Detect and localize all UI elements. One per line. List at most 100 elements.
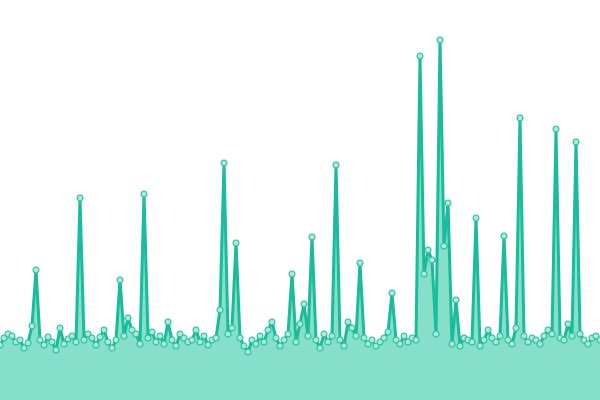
data-point: [252, 340, 260, 348]
data-point: [540, 332, 548, 340]
data-point: [128, 326, 136, 334]
data-point: [544, 326, 552, 334]
data-point: [536, 340, 544, 348]
data-point: [44, 333, 52, 341]
data-point: [316, 344, 324, 352]
data-point: [120, 332, 128, 340]
data-point: [300, 300, 308, 308]
data-point: [496, 332, 504, 340]
data-point: [24, 339, 32, 347]
data-point: [444, 199, 452, 207]
data-point: [108, 344, 116, 352]
data-point: [592, 332, 600, 340]
data-point: [40, 341, 48, 349]
data-point: [164, 318, 172, 326]
data-point: [340, 342, 348, 350]
data-point: [364, 340, 372, 348]
data-point: [68, 332, 76, 340]
data-point: [84, 330, 92, 338]
data-point: [156, 332, 164, 340]
data-point: [328, 332, 336, 340]
data-point: [516, 114, 524, 122]
data-point: [272, 334, 280, 342]
data-point: [76, 194, 84, 202]
data-point: [368, 336, 376, 344]
data-point: [452, 296, 460, 304]
data-point: [448, 340, 456, 348]
data-point: [224, 330, 232, 338]
data-point: [132, 330, 140, 338]
data-point: [232, 239, 240, 247]
data-point: [92, 341, 100, 349]
data-point: [352, 332, 360, 340]
data-point: [212, 334, 220, 342]
data-point: [312, 336, 320, 344]
data-point: [0, 334, 8, 342]
data-point: [520, 332, 528, 340]
data-point: [220, 159, 228, 167]
data-point: [400, 332, 408, 340]
data-point: [216, 306, 224, 314]
data-point: [436, 36, 444, 44]
data-point: [532, 336, 540, 344]
data-point: [244, 348, 252, 356]
data-point: [484, 326, 492, 334]
data-point: [48, 338, 56, 346]
data-point: [456, 342, 464, 350]
data-point: [100, 326, 108, 334]
data-point: [168, 336, 176, 344]
data-point: [292, 338, 300, 346]
data-point: [380, 334, 388, 342]
data-point: [576, 330, 584, 338]
data-point: [476, 342, 484, 350]
data-point: [584, 340, 592, 348]
data-point: [280, 336, 288, 344]
data-point: [344, 318, 352, 326]
data-point: [388, 289, 396, 297]
data-point: [428, 256, 436, 264]
data-point: [148, 328, 156, 336]
data-point: [160, 340, 168, 348]
data-point: [112, 336, 120, 344]
data-point: [136, 340, 144, 348]
data-point: [240, 342, 248, 350]
data-point: [492, 338, 500, 346]
data-point: [572, 138, 580, 146]
data-point: [296, 320, 304, 328]
data-point: [336, 336, 344, 344]
data-point: [32, 266, 40, 274]
data-point: [488, 334, 496, 342]
data-point: [72, 338, 80, 346]
data-point: [36, 336, 44, 344]
data-point: [356, 259, 364, 267]
data-point: [552, 125, 560, 133]
data-point: [248, 336, 256, 344]
data-point: [504, 336, 512, 344]
data-point: [0, 341, 4, 349]
data-point: [288, 270, 296, 278]
data-point: [236, 334, 244, 342]
data-point: [180, 334, 188, 342]
data-point: [256, 332, 264, 340]
data-point: [96, 333, 104, 341]
data-point: [304, 332, 312, 340]
data-point: [524, 338, 532, 346]
data-point: [548, 330, 556, 338]
data-point: [144, 334, 152, 342]
data-point: [412, 336, 420, 344]
data-point: [260, 338, 268, 346]
data-point: [564, 320, 572, 328]
area-line: [0, 38, 600, 354]
data-point: [60, 340, 68, 348]
data-point: [376, 338, 384, 346]
data-point: [432, 330, 440, 338]
data-point: [500, 232, 508, 240]
data-point: [568, 332, 576, 340]
data-point: [228, 324, 236, 332]
data-point: [404, 338, 412, 346]
data-point: [16, 336, 24, 344]
data-point: [392, 336, 400, 344]
data-point: [384, 328, 392, 336]
data-point: [20, 344, 28, 352]
